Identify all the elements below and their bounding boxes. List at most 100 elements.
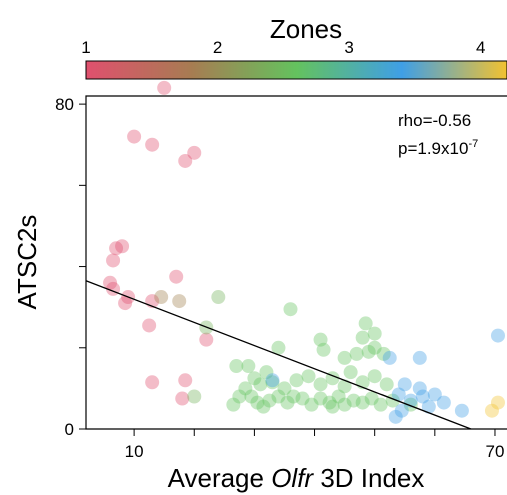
colorbar-tick-label: 3: [344, 38, 353, 57]
x-axis-title-italic: Olfr: [271, 463, 314, 493]
x-axis-title-prefix: Average: [168, 463, 272, 493]
data-point: [103, 275, 118, 290]
data-point: [238, 381, 253, 396]
p-value-base: p=1.9x10: [398, 139, 468, 158]
data-point: [178, 373, 193, 388]
p-value-exponent: -7: [468, 138, 478, 150]
data-point: [490, 395, 505, 410]
data-point: [346, 393, 361, 408]
data-point: [313, 391, 328, 406]
data-point: [427, 387, 442, 402]
data-point: [271, 340, 286, 355]
data-point: [382, 350, 397, 365]
colorbar: Zones 1 2 3 4: [81, 14, 507, 80]
p-value-annotation: p=1.9x10-7: [398, 138, 478, 158]
scatter-points: [103, 80, 505, 424]
x-axis-title: Average Olfr 3D Index: [168, 463, 425, 493]
data-point: [271, 389, 286, 404]
data-point: [316, 342, 331, 357]
data-point: [244, 389, 259, 404]
data-point: [379, 377, 394, 392]
data-point: [232, 389, 247, 404]
data-point: [289, 373, 304, 388]
data-point: [262, 393, 277, 408]
colorbar-bar: [85, 60, 507, 80]
data-point: [337, 379, 352, 394]
data-point: [280, 395, 295, 410]
data-point: [241, 359, 256, 374]
y-tick-label: 80: [55, 95, 74, 114]
data-point: [367, 326, 382, 341]
data-point: [355, 330, 370, 345]
regression-line: [85, 280, 472, 430]
data-point: [109, 241, 124, 256]
colorbar-tick-labels: 1 2 3 4: [81, 38, 485, 57]
x-tick-label: 70: [486, 442, 505, 461]
data-point: [412, 350, 427, 365]
data-point: [484, 403, 499, 418]
data-point: [415, 389, 430, 404]
data-point: [322, 395, 337, 410]
data-point: [412, 381, 427, 396]
data-point: [199, 332, 214, 347]
plot-frame: [85, 95, 507, 430]
data-point: [391, 387, 406, 402]
data-point: [265, 373, 280, 388]
colorbar-tick-label: 1: [81, 38, 90, 57]
data-point: [154, 290, 169, 305]
data-point: [142, 318, 157, 333]
data-point: [388, 409, 403, 424]
data-point: [286, 389, 301, 404]
data-point: [259, 365, 274, 380]
x-axis-title-suffix: 3D Index: [313, 463, 424, 493]
rho-annotation: rho=-0.56: [398, 111, 471, 130]
y-axis-ticks: 0 80: [55, 95, 86, 439]
data-point: [172, 294, 187, 309]
data-point: [229, 359, 244, 374]
data-point: [157, 80, 172, 95]
data-point: [247, 371, 262, 386]
data-point: [250, 395, 265, 410]
colorbar-tick-label: 2: [213, 38, 222, 57]
data-point: [421, 399, 436, 414]
data-point: [118, 296, 133, 311]
data-point: [256, 399, 271, 414]
data-point: [106, 253, 121, 268]
data-point: [373, 397, 388, 412]
data-point: [187, 389, 202, 404]
data-point: [253, 377, 268, 392]
data-point: [490, 328, 505, 343]
data-point: [403, 397, 418, 412]
data-point: [295, 391, 310, 406]
data-point: [454, 403, 469, 418]
colorbar-tick-label: 4: [476, 38, 485, 57]
data-point: [358, 316, 373, 331]
data-point: [331, 389, 346, 404]
data-point: [226, 397, 241, 412]
x-tick-label: 10: [125, 442, 144, 461]
data-point: [349, 346, 364, 361]
y-tick-label: 0: [65, 420, 74, 439]
data-point: [178, 153, 193, 168]
data-point: [343, 365, 358, 380]
data-point: [367, 369, 382, 384]
data-point: [127, 129, 142, 144]
data-point: [145, 375, 160, 390]
data-point: [394, 403, 409, 418]
data-point: [301, 369, 316, 384]
data-point: [145, 137, 160, 152]
data-point: [313, 332, 328, 347]
x-axis-ticks: 10 70: [125, 429, 505, 461]
data-point: [337, 350, 352, 365]
data-point: [265, 375, 280, 390]
data-point: [175, 391, 190, 406]
data-point: [355, 395, 370, 410]
data-point: [277, 381, 292, 396]
y-axis-title: ATSC2s: [12, 215, 42, 310]
colorbar-title: Zones: [270, 14, 342, 44]
data-point: [397, 377, 412, 392]
data-point: [187, 145, 202, 160]
data-point: [325, 399, 340, 414]
data-point: [337, 397, 352, 412]
